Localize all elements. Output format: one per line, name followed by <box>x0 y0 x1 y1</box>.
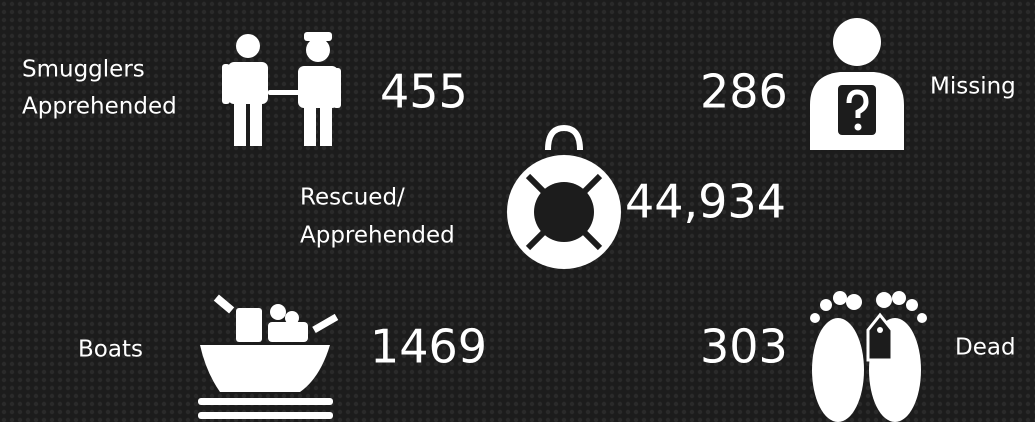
label: Rescued/ <box>300 185 405 211</box>
label: Apprehended <box>300 223 455 249</box>
smugglers-icon <box>222 32 341 146</box>
lifebuoy-icon <box>507 124 621 269</box>
value: 286 <box>700 65 788 119</box>
value: 44,934 <box>625 175 786 229</box>
missing-icon <box>810 18 904 150</box>
label: Apprehended <box>22 94 177 120</box>
label: Boats <box>78 337 143 363</box>
value: 303 <box>700 320 788 374</box>
feet-icon <box>810 291 927 422</box>
label: Dead <box>955 335 1016 361</box>
label: Smugglers <box>22 57 145 83</box>
label: Missing <box>930 74 1016 100</box>
value: 1469 <box>370 320 487 374</box>
value: 455 <box>380 65 468 119</box>
boat-icon <box>198 294 339 419</box>
